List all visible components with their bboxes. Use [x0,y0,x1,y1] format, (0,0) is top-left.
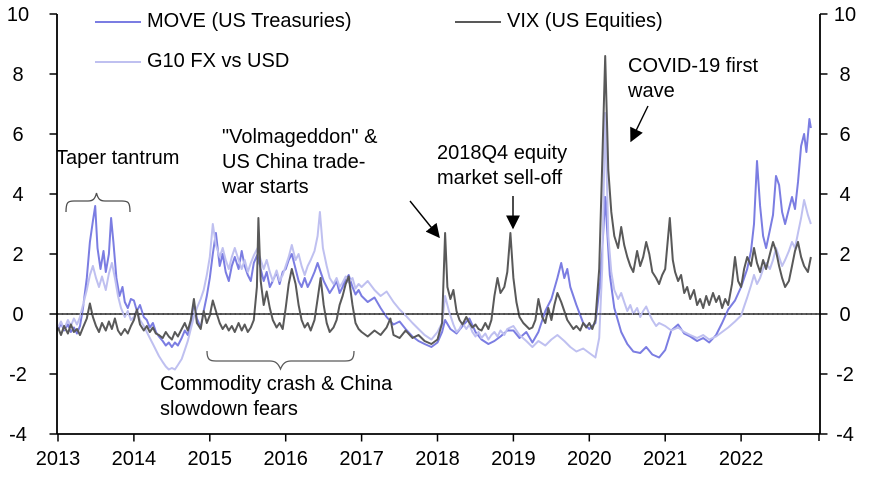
left-y-label--2: -2 [9,364,27,386]
right-y-label-10: 10 [834,4,856,26]
series-line-1 [57,112,812,371]
volmageddon-arrow [409,200,440,239]
left-y-label-8: 8 [12,64,23,86]
left-y-label-4: 4 [12,184,23,206]
legend-label-g10fx: G10 FX vs USD [147,50,290,72]
left-y-label-10: 10 [7,4,29,26]
covid-arrow [630,105,649,143]
annotation-layer [65,105,649,371]
x-label-2017: 2017 [339,448,384,470]
commodity-crash-brace [206,350,355,371]
x-label-2021: 2021 [643,448,688,470]
legend-label-move: MOVE (US Treasuries) [147,10,352,32]
x-label-2015: 2015 [188,448,233,470]
legend-item-vix: VIX (US Equities) [455,10,663,33]
vix-line-sample [455,20,501,23]
annotation-taper-tantrum: Taper tantrum [56,147,180,169]
g10fx-line-sample [95,60,141,63]
legend-item-move: MOVE (US Treasuries) [95,10,351,33]
annotation-q4-2018-selloff: 2018Q4 equity market sell-off [437,142,568,189]
right-y-label-8: 8 [839,64,850,86]
x-label-2013: 2013 [36,448,81,470]
right-y-label-4: 4 [839,184,850,206]
annotation-volmageddon: "Volmageddon" & US China trade- war star… [222,126,378,198]
right-y-label--4: -4 [836,424,854,446]
x-label-2018: 2018 [415,448,460,470]
taper-tantrum-brace [65,192,131,213]
legend-item-g10fx: G10 FX vs USD [95,50,289,73]
right-y-label-0: 0 [839,304,850,326]
left-y-label-0: 0 [12,304,23,326]
axes-layer: 10 10 8 8 6 6 4 4 2 2 0 0 -2 -2 -4 -4 2013 2014 2015 2016 20… [7,4,856,470]
annotation-covid-first-wave: COVID-19 first wave [628,55,759,102]
right-y-label-6: 6 [839,124,850,146]
x-label-2020: 2020 [567,448,612,470]
x-label-2019: 2019 [491,448,536,470]
left-y-label-2: 2 [12,244,23,266]
annotation-commodity-crash: Commodity crash & China slowdown fears [160,373,393,420]
right-y-label-2: 2 [839,244,850,266]
legend-label-vix: VIX (US Equities) [507,10,663,32]
right-y-label--2: -2 [836,364,854,386]
series-layer [57,55,812,371]
series-line-2 [57,55,812,345]
series-line-0 [57,118,812,359]
x-label-2016: 2016 [263,448,308,470]
x-label-2022: 2022 [719,448,764,470]
x-label-2014: 2014 [112,448,157,470]
left-y-label-6: 6 [12,124,23,146]
left-y-label--4: -4 [9,424,27,446]
move-line-sample [95,20,141,23]
